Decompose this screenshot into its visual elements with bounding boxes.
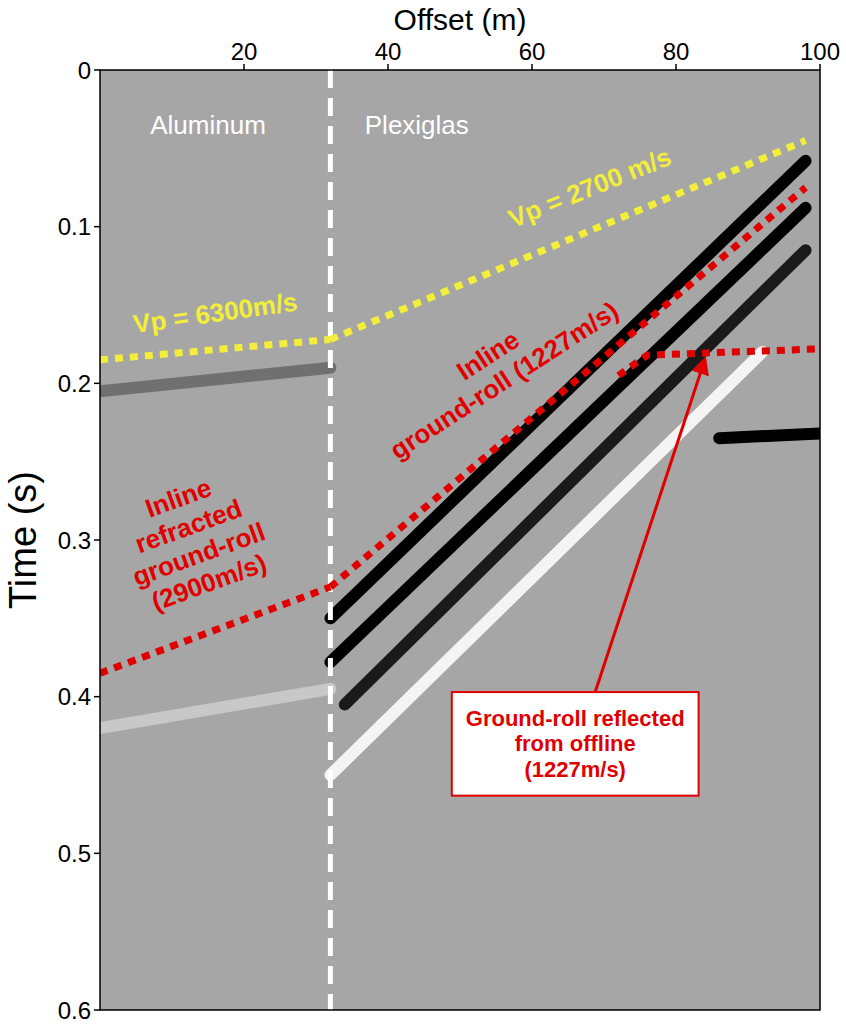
seismic-event [100, 368, 330, 392]
callout: Ground-roll reflectedfrom offline(1227m/… [452, 360, 705, 796]
y-axis-title: Time (s) [2, 471, 44, 609]
annotation: Inlinerefractedground-roll(2900m/s) [108, 460, 279, 620]
plot-frame [100, 70, 820, 1010]
y-tick-label: 0.5 [58, 840, 91, 867]
x-tick-label: 80 [663, 38, 690, 65]
plot-area [100, 70, 820, 1010]
y-tick [94, 226, 100, 228]
x-tick-label: 60 [519, 38, 546, 65]
velocity-line [330, 188, 805, 588]
annotation-text: Vp = 6300m/s [131, 287, 299, 340]
annotation-text: Ground-roll reflectedfrom offline(1227m/… [466, 706, 685, 782]
annotation-text: Aluminum [150, 110, 266, 140]
y-tick [94, 69, 100, 71]
annotation-text: Inlinerefractedground-roll(2900m/s) [108, 460, 279, 620]
y-tick-label: 0.4 [58, 683, 91, 710]
chart: 20 40 60 80 100 0 0.1 0.2 0.3 0.4 0.5 0.6 Offset (m)… [0, 0, 846, 1032]
annotation: Vp = 2700 m/s [504, 141, 675, 234]
x-tick-label: 40 [375, 38, 402, 65]
y-tick-label: 0.2 [58, 370, 91, 397]
velocity-line [100, 339, 330, 359]
annotation-line: Plexiglas [365, 110, 469, 140]
annotation-text: Vp = 2700 m/s [504, 141, 675, 234]
annotation: Inlineground-roll (1227m/s) [368, 270, 624, 465]
annotation-line: ground-roll (1227m/s) [385, 295, 624, 465]
annotation: Plexiglas [365, 110, 469, 140]
annotation-line: from offline [515, 731, 636, 756]
y-tick-label: 0 [78, 57, 91, 84]
y-tick [94, 853, 100, 855]
seismic-event [345, 250, 806, 704]
velocity-line [330, 141, 805, 340]
y-tick [94, 539, 100, 541]
callout-box [452, 692, 699, 796]
y-tick [94, 1009, 100, 1011]
annotation-line: (1227m/s) [524, 757, 626, 782]
velocity-line [618, 349, 820, 376]
y-tick-label: 0.6 [58, 997, 91, 1024]
y-tick [94, 383, 100, 385]
annotation-line: Vp = 6300m/s [131, 287, 299, 340]
velocity-line [100, 587, 330, 673]
annotation-text: Plexiglas [365, 110, 469, 140]
x-axis-title: Offset (m) [394, 3, 527, 36]
seismic-event [100, 689, 330, 728]
x-tick-label: 100 [800, 38, 840, 65]
annotation-line: Vp = 2700 m/s [504, 141, 675, 234]
material-boundary [328, 70, 333, 1010]
y-tick-label: 0.3 [58, 527, 91, 554]
annotation: Vp = 6300m/s [131, 287, 299, 340]
annotation-line: (2900m/s) [147, 548, 270, 617]
y-tick [94, 696, 100, 698]
x-tick-label: 20 [231, 38, 258, 65]
annotation-line: Ground-roll reflected [466, 706, 685, 731]
callout-arrow [595, 360, 705, 692]
seismic-event [719, 433, 820, 438]
annotation-line: Aluminum [150, 110, 266, 140]
annotation: Aluminum [150, 110, 266, 140]
y-tick-label: 0.1 [58, 213, 91, 240]
annotation-text: Inlineground-roll (1227m/s) [368, 270, 624, 465]
plot-background [100, 70, 820, 1010]
